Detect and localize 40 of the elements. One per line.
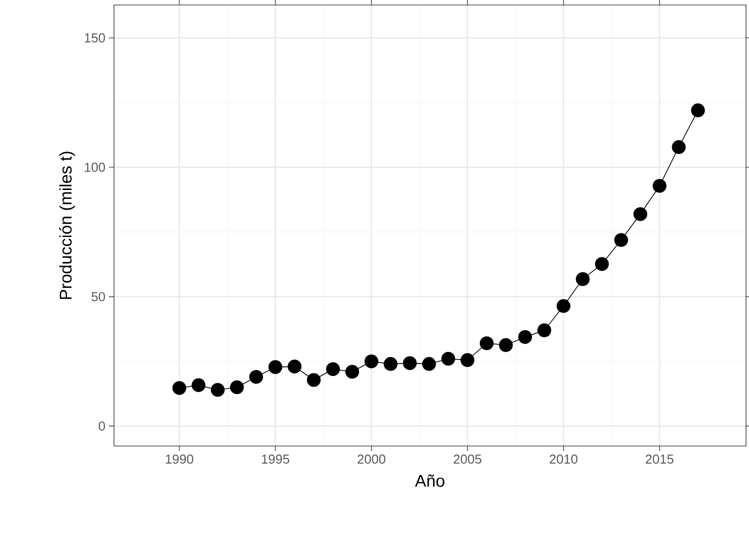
point [691,103,705,118]
point [230,380,244,394]
x-tick-label: 1990 [166,454,194,464]
point [288,360,302,374]
point [192,378,206,392]
point [595,257,609,271]
point [518,330,532,344]
point [480,336,494,350]
point [384,357,398,371]
point [441,352,456,366]
point [498,338,513,352]
x-tick-label: 2000 [358,454,386,464]
x-tick-label: 2010 [550,454,578,464]
point [345,364,360,379]
point [306,373,321,387]
y-axis-title: Producción (miles t) [59,152,76,299]
point [402,356,417,370]
point [672,140,686,154]
x-tick-label: 1995 [262,454,290,464]
x-tick-label: 2015 [646,454,674,464]
x-axis-title: Año [414,474,444,487]
point [652,179,666,193]
point [460,353,474,367]
y-tick-label: 50 [92,292,105,302]
point [633,207,648,222]
point [249,370,264,384]
point [614,233,628,247]
y-tick-label: 150 [84,33,105,42]
point [172,381,186,395]
point [364,354,378,368]
point [422,357,436,371]
y-tick-label: 100 [84,162,105,172]
point [326,362,340,376]
point [268,360,282,374]
point [210,382,225,397]
point [556,299,570,313]
x-tick-label: 2005 [454,454,482,464]
y-tick-label: 0 [98,421,105,431]
point [576,272,590,286]
point [537,323,552,338]
